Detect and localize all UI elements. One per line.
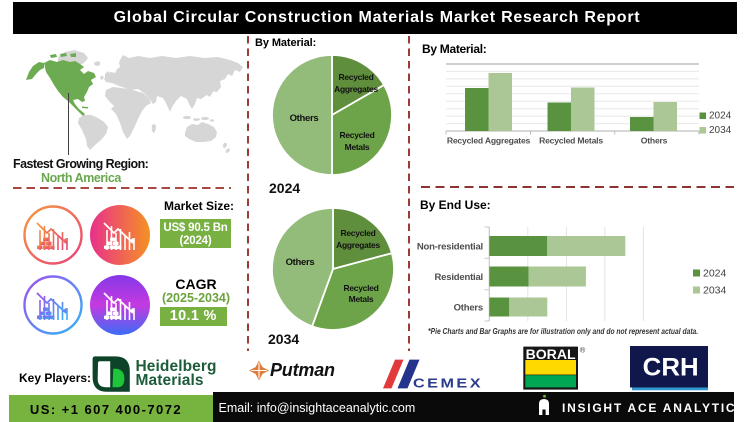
svg-text:Residential: Residential xyxy=(435,272,483,283)
svg-text:Heidelberg: Heidelberg xyxy=(136,358,217,375)
svg-text:CRH: CRH xyxy=(643,354,699,382)
svg-text:2034: 2034 xyxy=(709,125,732,136)
svg-text:Materials: Materials xyxy=(136,372,204,389)
svg-text:2034: 2034 xyxy=(703,285,727,297)
svg-text:2024: 2024 xyxy=(709,111,732,122)
svg-text:2024: 2024 xyxy=(703,268,727,280)
svg-text:Recycled Metals: Recycled Metals xyxy=(539,136,603,146)
svg-text:®: ® xyxy=(580,346,586,355)
svg-text:Others: Others xyxy=(641,136,668,146)
svg-text:CEMEX: CEMEX xyxy=(413,376,483,391)
svg-text:BORAL: BORAL xyxy=(526,347,576,362)
svg-text:Recycled Aggregates: Recycled Aggregates xyxy=(447,136,531,146)
svg-text:Putman: Putman xyxy=(270,360,335,380)
svg-text:Others: Others xyxy=(454,303,483,314)
svg-text:Non-residential: Non-residential xyxy=(417,242,483,253)
